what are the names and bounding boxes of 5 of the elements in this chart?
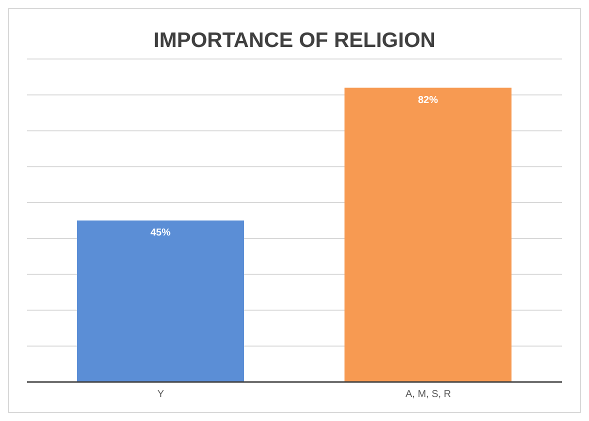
chart-title: IMPORTANCE OF RELIGION <box>152 29 436 53</box>
x-tick-label: A, M, S, R <box>405 389 452 400</box>
data-label: 45% <box>150 228 171 239</box>
data-label: 82% <box>418 94 438 106</box>
x-tick-label: Y <box>157 389 164 400</box>
